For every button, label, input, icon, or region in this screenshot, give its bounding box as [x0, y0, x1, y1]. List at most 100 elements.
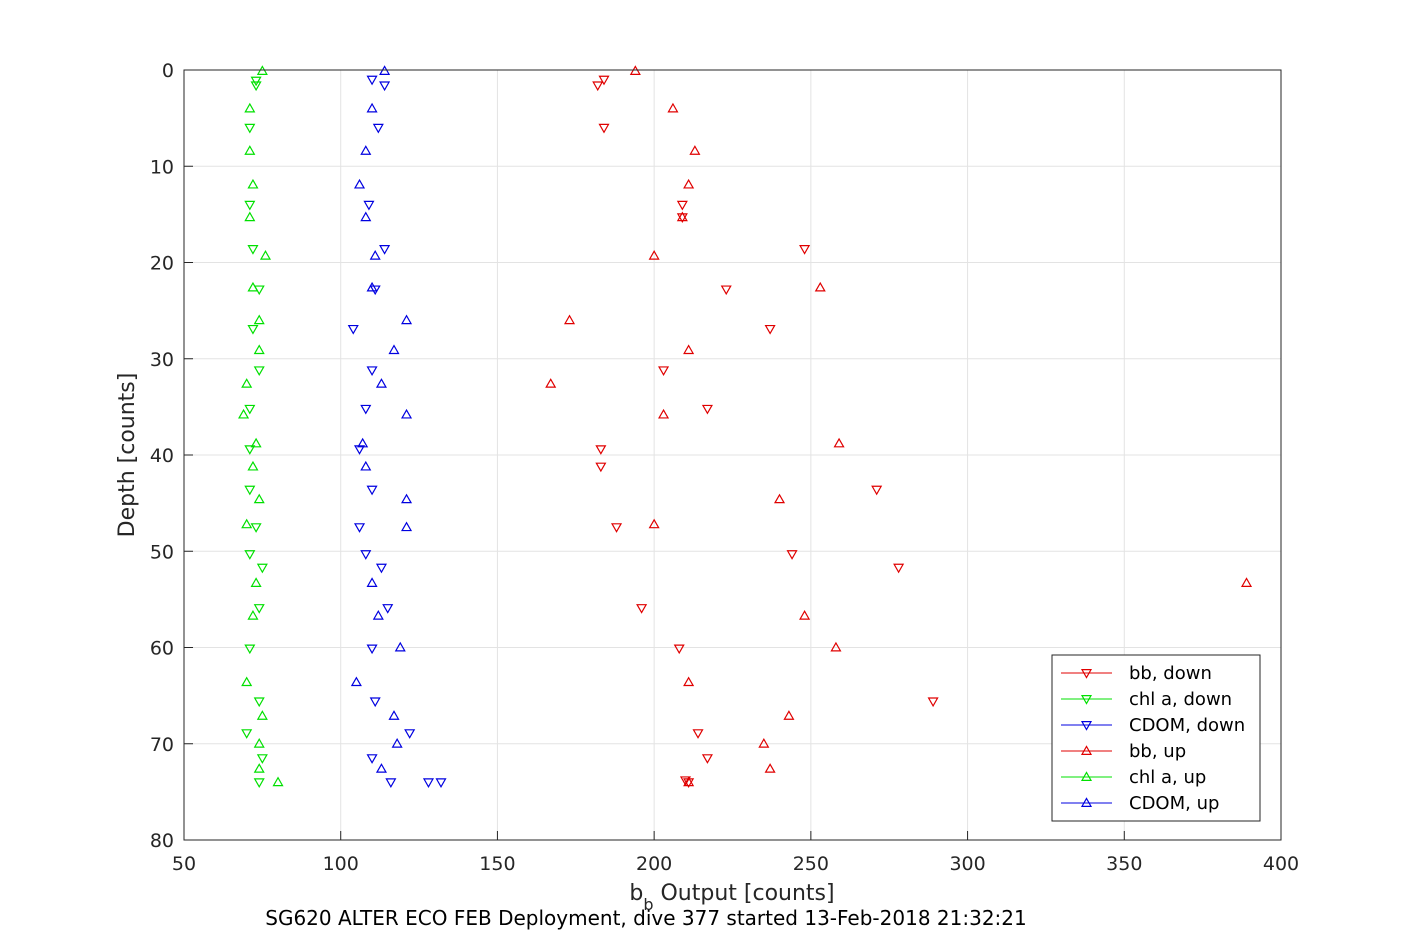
data-point-cdom-up — [388, 344, 400, 355]
data-point-bb-down — [658, 366, 670, 377]
data-point-bb-down — [692, 729, 704, 739]
data-point-bb-up — [758, 738, 770, 748]
data-point-chl-a-up — [247, 281, 259, 292]
data-point-cdom-down — [353, 523, 366, 533]
data-point-chl-a-up — [238, 408, 250, 419]
data-point-bb-down — [720, 285, 732, 296]
data-point-chl-a-down — [253, 778, 265, 788]
data-point-bb-up — [833, 437, 845, 448]
y-tick-label: 50 — [150, 541, 174, 563]
data-point-cdom-up — [401, 493, 413, 504]
data-point-chl-a-down — [256, 563, 268, 574]
data-point-bb-down — [673, 644, 685, 655]
data-point-bb-down — [764, 324, 776, 335]
y-tick-label: 60 — [150, 638, 174, 660]
data-point-bb-down — [595, 462, 607, 473]
data-point-chl-a-up — [253, 344, 265, 355]
data-point-cdom-up — [375, 763, 387, 773]
data-point-cdom-down — [369, 285, 381, 296]
data-point-cdom-up — [366, 281, 378, 292]
legend-marker-chl-a-up — [1080, 771, 1093, 781]
data-point-cdom-up — [394, 641, 406, 652]
x-tick-label: 50 — [172, 853, 196, 875]
legend-marker-bb-down — [1080, 669, 1093, 679]
data-point-cdom-down — [366, 754, 378, 764]
data-point-cdom-down — [366, 366, 378, 377]
data-point-chl-a-up — [247, 178, 259, 189]
data-point-bb-down — [786, 550, 798, 560]
y-tick-label: 10 — [150, 156, 174, 178]
data-point-chl-a-up — [241, 378, 253, 388]
legend-label-chl-a-up: chl a, up — [1129, 767, 1206, 788]
data-point-cdom-down — [422, 778, 435, 788]
data-point-bb-up — [683, 676, 695, 687]
data-point-bb-down — [592, 81, 604, 92]
legend: bb, down chl a, down CDOM, down bb, up chl a… — [1051, 654, 1261, 822]
data-point-chl-a-up — [259, 250, 272, 260]
data-point-cdom-down — [375, 563, 387, 574]
x-tick-label: 300 — [949, 853, 985, 875]
data-point-cdom-up — [388, 710, 400, 720]
data-point-chl-a-up — [253, 314, 265, 325]
data-point-chl-a-up — [253, 493, 265, 504]
legend-label-chl-a-down: chl a, down — [1129, 689, 1232, 710]
data-point-chl-a-down — [244, 485, 256, 496]
data-point-cdom-down — [369, 697, 381, 708]
data-point-cdom-up — [360, 145, 372, 155]
data-point-cdom-up — [353, 178, 366, 189]
data-point-cdom-down — [379, 81, 391, 92]
x-tick-label: 100 — [323, 853, 359, 875]
data-point-chl-a-down — [253, 604, 265, 614]
x-tick-label: 250 — [793, 853, 829, 875]
data-point-cdom-up — [401, 314, 413, 325]
data-point-chl-a-up — [241, 518, 253, 529]
data-point-cdom-down — [363, 200, 375, 211]
legend-label-cdom-down: CDOM, down — [1129, 715, 1245, 736]
data-point-chl-a-down — [253, 697, 265, 708]
data-point-chl-a-up — [272, 776, 284, 787]
data-point-bb-down — [598, 75, 610, 86]
data-point-bb-down — [701, 754, 713, 764]
data-point-chl-a-down — [250, 523, 262, 533]
data-point-bb-down — [676, 200, 688, 211]
data-point-bb-up — [683, 178, 695, 189]
data-point-cdom-up — [391, 738, 403, 748]
data-point-cdom-down — [404, 729, 416, 739]
data-point-chl-a-down — [253, 366, 265, 377]
data-point-cdom-down — [366, 75, 378, 86]
data-point-bb-down — [595, 445, 607, 455]
data-point-chl-a-down — [250, 76, 262, 87]
y-tick-label: 20 — [150, 253, 174, 275]
x-tick-label: 350 — [1106, 853, 1142, 875]
data-point-cdom-down — [360, 404, 372, 415]
data-point-bb-up — [689, 145, 701, 155]
data-point-cdom-up — [360, 211, 372, 222]
data-point-bb-down — [927, 697, 939, 708]
legend-label-bb-down: bb, down — [1129, 663, 1212, 684]
data-point-bb-down — [679, 776, 692, 787]
data-point-bb-up — [830, 641, 842, 652]
data-point-chl-a-down — [244, 445, 256, 455]
chart-caption: SG620 ALTER ECO FEB Deployment, dive 377… — [265, 906, 1026, 930]
data-point-bb-up — [683, 776, 695, 787]
data-point-cdom-down — [360, 550, 372, 560]
data-point-bb-up — [676, 211, 688, 222]
data-point-chl-a-down — [244, 404, 256, 415]
data-point-cdom-up — [401, 521, 413, 532]
data-point-bb-down — [799, 245, 811, 255]
data-point-cdom-up — [401, 408, 413, 419]
legend-label-cdom-up: CDOM, up — [1129, 793, 1219, 814]
x-tick-label: 200 — [636, 853, 672, 875]
legend-marker-cdom-up — [1080, 797, 1093, 807]
x-tick-label: 400 — [1263, 853, 1299, 875]
y-tick-label: 70 — [150, 734, 174, 756]
data-point-chl-a-up — [247, 460, 259, 471]
data-point-bb-up — [658, 408, 670, 419]
data-point-chl-a-down — [241, 729, 253, 739]
data-point-cdom-up — [366, 102, 378, 113]
data-point-cdom-down — [347, 324, 359, 335]
data-point-cdom-down — [353, 445, 366, 455]
data-point-bb-up — [799, 610, 811, 620]
data-point-bb-up — [545, 378, 557, 388]
data-point-bb-up — [648, 518, 660, 529]
